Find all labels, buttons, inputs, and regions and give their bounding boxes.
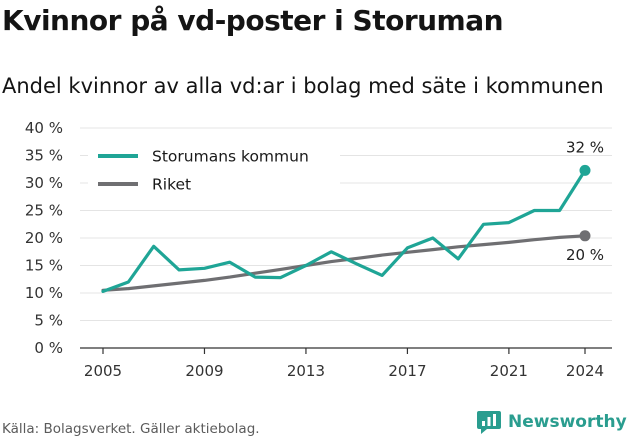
newsworthy-logo-icon: [477, 411, 501, 434]
end-label-storumans-kommun: 32 %: [566, 138, 604, 156]
x-tick-label: 2017: [388, 362, 426, 380]
y-tick-label: 0 %: [34, 339, 63, 357]
chart-title: Kvinnor på vd-poster i Storuman: [2, 4, 504, 37]
x-tick-label: 2024: [566, 362, 604, 380]
y-tick-label: 15 %: [25, 257, 63, 275]
end-label-riket: 20 %: [566, 246, 604, 264]
y-tick-label: 35 %: [25, 147, 63, 165]
y-tick-label: 10 %: [25, 284, 63, 302]
x-tick-label: 2013: [287, 362, 325, 380]
end-point-marker-storumans-kommun: [579, 164, 591, 176]
newsworthy-logo-text: Newsworthy: [508, 412, 627, 432]
series-line-riket: [101, 234, 587, 292]
y-tick-label: 5 %: [34, 312, 63, 330]
x-tick-label: 2009: [185, 362, 223, 380]
y-tick-label: 30 %: [25, 174, 63, 192]
legend-background: [88, 142, 340, 200]
x-tick-label: 2021: [490, 362, 528, 380]
legend-label: Riket: [152, 176, 191, 194]
newsworthy-logo[interactable]: Newsworthy: [476, 409, 627, 435]
y-tick-label: 25 %: [25, 202, 63, 220]
x-tick-label: 2005: [84, 362, 122, 380]
source-note: Källa: Bolagsverket. Gäller aktiebolag.: [2, 421, 260, 437]
y-tick-label: 20 %: [25, 229, 63, 247]
line-chart: 0 % 5 % 10 % 15 % 20 % 25 % 30 % 35 % 40 % 2005 20…: [25, 119, 612, 380]
chart-subtitle: Andel kvinnor av alla vd:ar i bolag med …: [2, 74, 604, 98]
y-tick-label: 40 %: [25, 119, 63, 137]
series-line-storumans-kommun: [101, 168, 587, 293]
end-point-marker-riket: [579, 230, 591, 242]
legend-label: Storumans kommun: [152, 148, 309, 166]
